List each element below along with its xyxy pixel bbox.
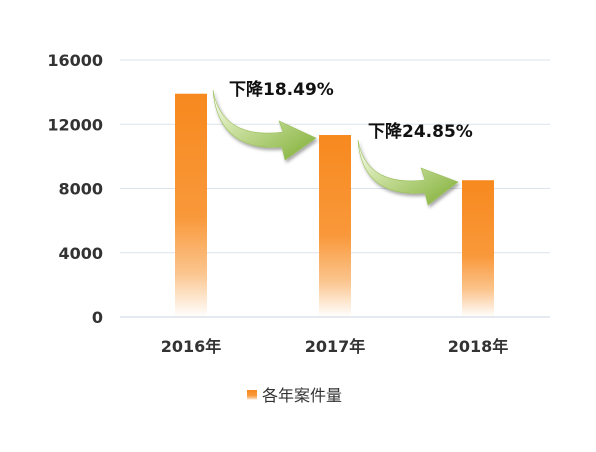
decline-arrow: [357, 139, 459, 206]
y-tick-label: 12000: [47, 115, 103, 134]
bars: [175, 93, 494, 317]
bar: [175, 93, 207, 317]
legend: 各年案件量: [247, 386, 342, 405]
bar: [462, 180, 494, 317]
y-tick-label: 4000: [58, 244, 103, 263]
decline-annotation-label: 下降18.49%: [229, 79, 334, 100]
x-category-label: 2017年: [305, 337, 366, 356]
y-tick-label: 16000: [47, 51, 103, 70]
decline-arrow: [212, 89, 317, 161]
annotations: 下降18.49% 下降24.85%: [212, 79, 473, 206]
y-tick-label: 0: [92, 308, 103, 327]
x-category-label: 2018年: [448, 337, 509, 356]
x-category-label: 2016年: [161, 337, 222, 356]
x-axis-category-labels: 2016年 2017年 2018年: [161, 337, 509, 356]
bar: [319, 135, 351, 317]
decline-annotation-label: 下降24.85%: [368, 121, 473, 142]
y-tick-label: 8000: [58, 180, 103, 199]
legend-swatch: [247, 390, 257, 400]
legend-label: 各年案件量: [262, 386, 342, 405]
y-axis-tick-labels: 0 4000 8000 12000 16000: [47, 51, 103, 327]
